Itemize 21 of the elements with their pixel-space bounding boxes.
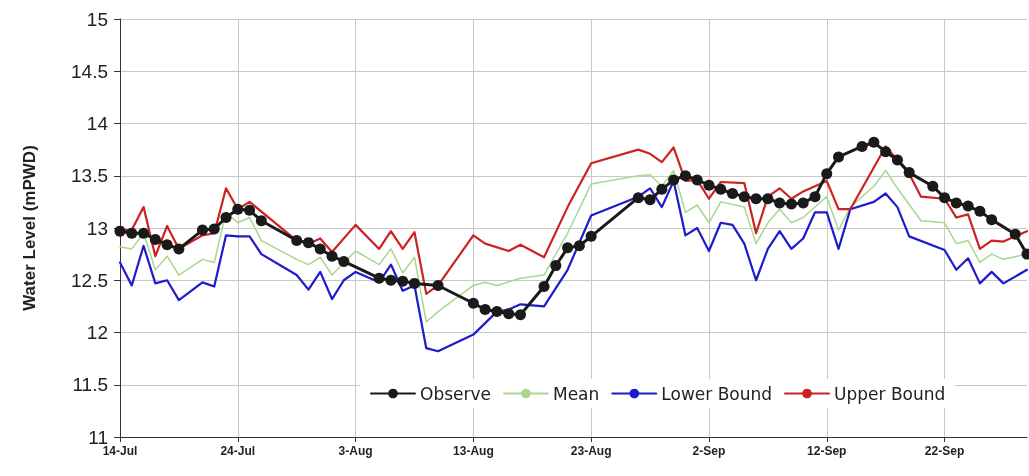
legend-label: Observe	[420, 383, 491, 404]
x-tick-label: 24-Jul	[220, 444, 256, 458]
legend-label: Mean	[553, 383, 600, 404]
x-tick-label: 3-Aug	[338, 444, 373, 458]
x-tick-label: 13-Aug	[453, 444, 494, 458]
legend-label: Upper Bound	[834, 383, 946, 404]
y-tick-label: 11.5	[72, 374, 108, 396]
x-tick-label: 14-Jul	[102, 444, 138, 458]
x-tick-label: 2-Sep	[692, 444, 726, 458]
x-tick-label: 23-Aug	[570, 444, 612, 458]
y-tick-label: 13	[86, 217, 108, 239]
y-tick-label: 14.5	[71, 60, 108, 82]
x-tick-label: 22-Sep	[924, 444, 965, 458]
y-axis-title: Water Level (mPWD)	[20, 145, 39, 311]
y-tick-label: 14	[86, 113, 109, 134]
legend-label: Lower Bound	[661, 383, 773, 404]
y-tick-label: 13.5	[71, 165, 108, 187]
y-tick-label: 15	[86, 8, 108, 30]
x-tick-label: 12-Sep	[807, 444, 847, 458]
y-tick-label: 12.5	[71, 269, 108, 291]
y-tick-label: 12	[86, 322, 108, 343]
